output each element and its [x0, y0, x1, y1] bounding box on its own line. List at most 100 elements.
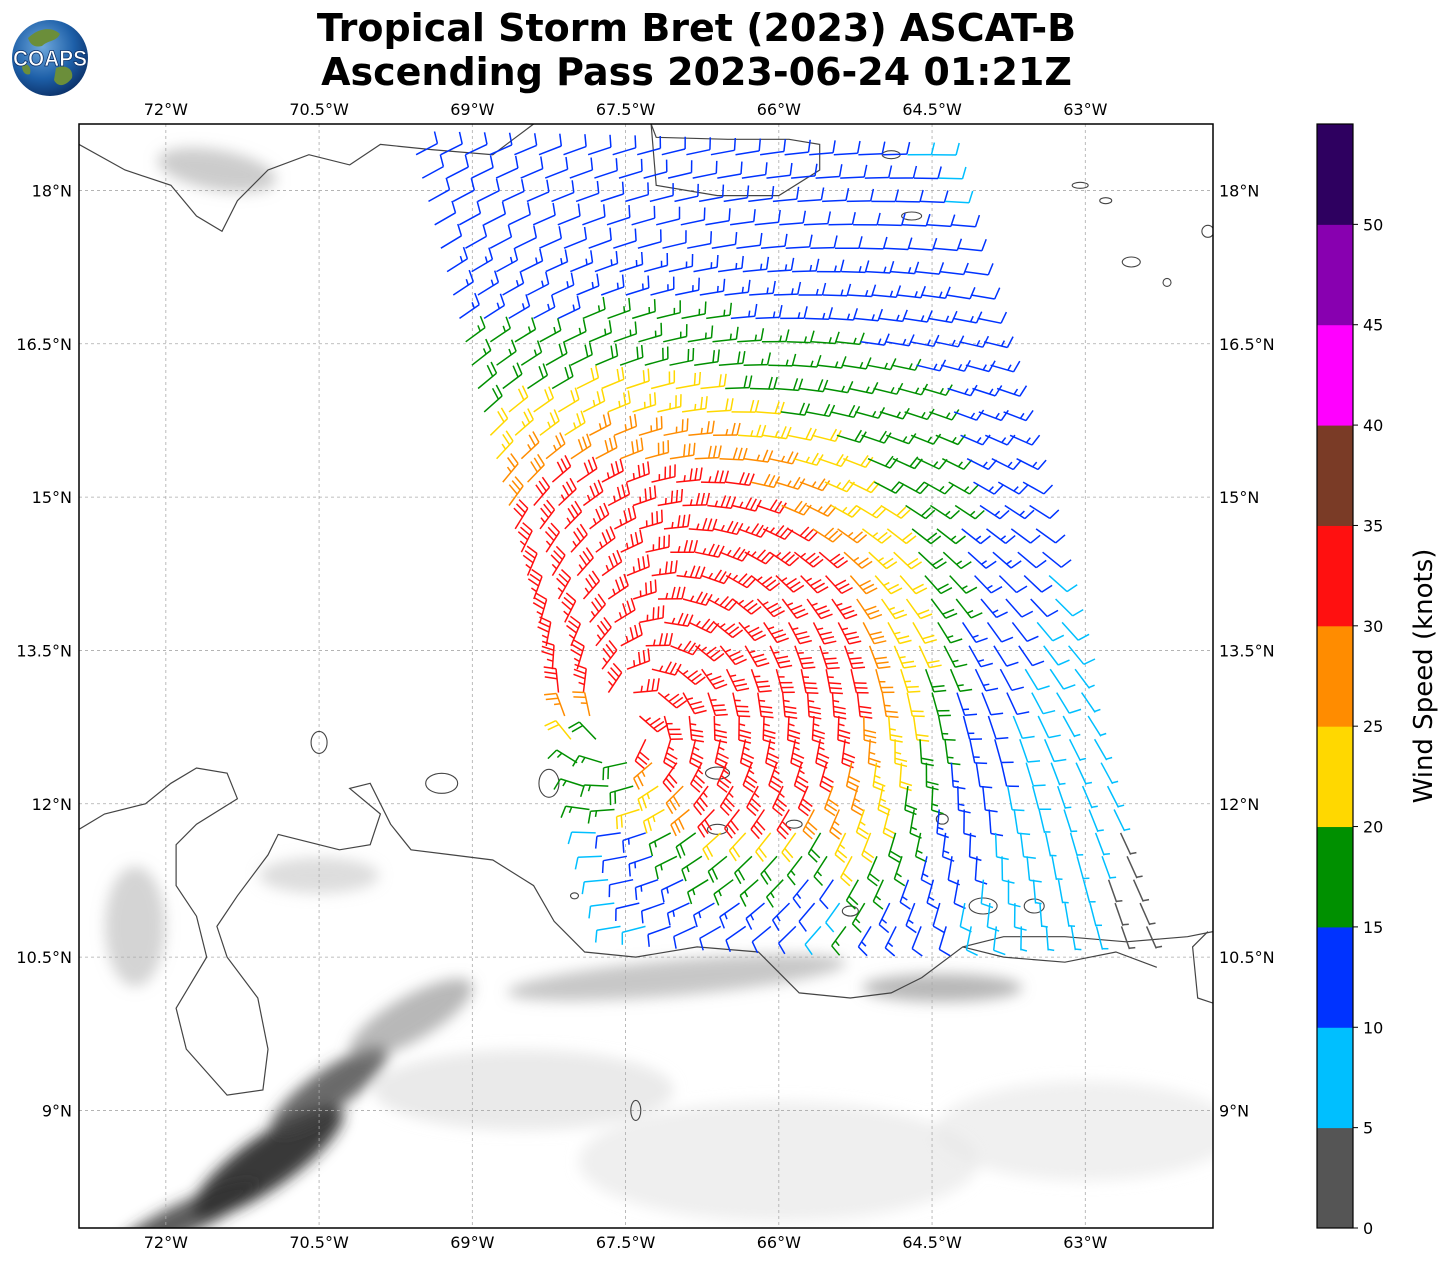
wind-barb	[994, 739, 1014, 764]
wind-barb	[738, 715, 752, 744]
wind-barb	[694, 349, 720, 366]
wind-barb	[905, 598, 933, 620]
wind-barb	[785, 234, 813, 249]
wind-barb	[558, 477, 577, 507]
wind-barb	[787, 427, 817, 441]
wind-barb	[699, 278, 726, 296]
wind-barb	[614, 505, 637, 530]
wind-barb	[815, 164, 843, 179]
wind-barb	[921, 286, 951, 299]
lon-tick-label-bottom: 72°W	[144, 1233, 188, 1252]
wind-barb	[669, 442, 696, 460]
wind-barb	[877, 213, 906, 227]
wind-barb	[937, 622, 963, 644]
wind-barb	[644, 252, 669, 273]
colorbar-segment	[1317, 726, 1353, 828]
wind-barb	[903, 310, 933, 323]
chart-title: Tropical Storm Bret (2023) ASCAT-B Ascen…	[120, 6, 1273, 94]
wind-barb	[741, 162, 768, 179]
wind-barb	[800, 575, 829, 594]
gridlines	[79, 124, 1213, 1228]
lat-tick-label-left: 16.5°N	[16, 335, 72, 354]
wind-barb	[1075, 762, 1093, 785]
globe-icon	[12, 20, 88, 96]
wind-barb	[766, 162, 793, 179]
wind-barb	[884, 926, 897, 957]
wind-barb	[656, 300, 681, 320]
wind-barb	[517, 522, 533, 553]
wind-barb	[620, 529, 644, 553]
wind-barb	[1082, 879, 1096, 904]
wind-barb	[1049, 668, 1076, 690]
wind-barb	[713, 422, 741, 437]
wind-barb	[716, 762, 732, 793]
wind-barb	[489, 224, 513, 249]
wind-barb	[634, 878, 659, 900]
wind-barb	[1070, 926, 1082, 951]
wind-barb	[701, 668, 728, 690]
wind-barb	[601, 549, 623, 577]
wind-barb	[952, 311, 983, 324]
lat-tick-label-right: 10.5°N	[1219, 948, 1275, 967]
wind-barb	[676, 668, 706, 686]
wind-barb	[882, 141, 911, 156]
wind-barb	[557, 295, 581, 320]
lon-tick-label-bottom: 67.5°W	[596, 1233, 656, 1252]
wind-barb	[850, 669, 869, 694]
colorbar-segment	[1317, 124, 1353, 225]
wind-barb	[670, 640, 701, 656]
colorbar-segment	[1317, 1127, 1353, 1229]
wind-barb	[694, 445, 722, 460]
wind-barb	[1068, 645, 1096, 665]
wind-barb	[823, 380, 854, 394]
wind-barb	[594, 251, 619, 273]
wind-barb	[501, 179, 525, 203]
wind-barb	[936, 809, 949, 839]
wind-barb	[640, 902, 665, 924]
wind-barb	[607, 662, 623, 694]
wind-barb	[651, 464, 676, 483]
wind-barb	[719, 645, 747, 666]
wind-barb	[514, 408, 534, 436]
wind-barb	[634, 738, 650, 770]
wind-barb	[807, 832, 822, 863]
wind-barb	[928, 310, 958, 324]
wind-barb	[1044, 832, 1057, 857]
wind-barbs	[415, 131, 1163, 957]
wind-barb	[762, 426, 792, 440]
wind-barb	[495, 155, 519, 179]
wind-barb	[750, 668, 772, 693]
wind-barb	[973, 481, 1004, 495]
wind-barb	[725, 668, 750, 692]
wind-barb	[633, 678, 660, 694]
wind-barb	[595, 616, 612, 647]
terrain-layer	[105, 147, 1213, 1228]
wind-barb	[738, 523, 769, 538]
wind-barb	[483, 293, 506, 320]
wind-barb	[1022, 481, 1054, 495]
wind-barb	[566, 615, 581, 647]
wind-barb	[560, 805, 590, 818]
wind-barb	[1100, 762, 1119, 785]
wind-barb	[622, 832, 646, 853]
wind-barb	[787, 622, 812, 645]
wind-barb	[825, 575, 853, 595]
wind-barb	[1003, 409, 1034, 422]
wind-barb	[674, 183, 699, 203]
wind-barb	[1114, 902, 1129, 926]
lon-tick-label-bottom: 63°W	[1063, 1233, 1107, 1252]
wind-barb	[428, 177, 451, 203]
colorbar-tick-label: 20	[1363, 818, 1383, 837]
wind-barb	[1030, 598, 1059, 618]
wind-barb	[830, 504, 862, 518]
wind-barb	[842, 357, 872, 370]
wind-barb	[902, 213, 931, 227]
wind-barb	[539, 318, 562, 343]
wind-barb	[662, 762, 678, 793]
wind-barb	[676, 467, 703, 483]
wind-barb	[798, 902, 816, 932]
wind-barb	[922, 384, 953, 397]
wind-barb	[798, 282, 827, 296]
wind-barb	[576, 365, 600, 390]
wind-barb	[650, 276, 675, 296]
